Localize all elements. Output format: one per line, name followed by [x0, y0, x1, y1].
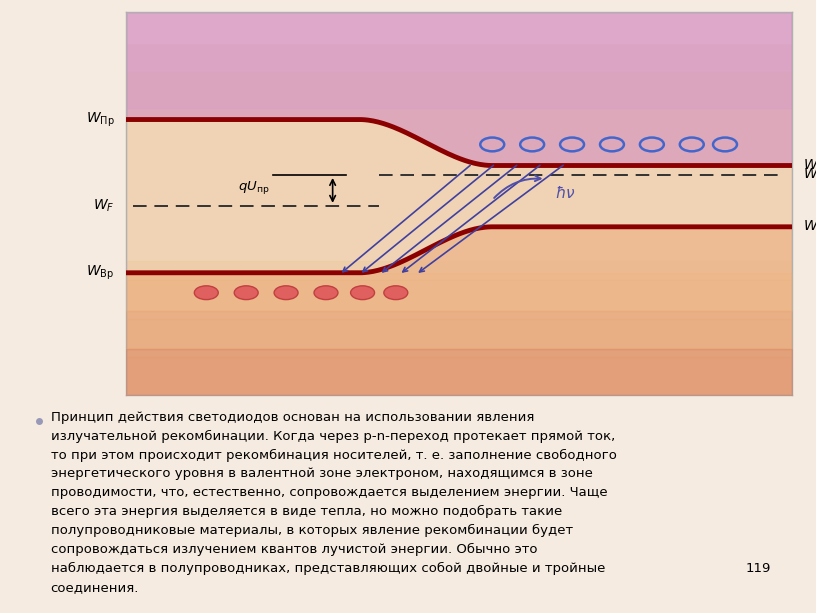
Text: $W_F$: $W_F$: [93, 197, 114, 214]
Text: $W_{\rm Пp}$: $W_{\rm Пp}$: [86, 110, 114, 129]
Text: проводимости, что, естественно, сопровождается выделением энергии. Чаще: проводимости, что, естественно, сопровож…: [51, 486, 607, 500]
Text: энергетического уровня в валентной зоне электроном, находящимся в зоне: энергетического уровня в валентной зоне …: [51, 468, 592, 481]
Circle shape: [384, 286, 408, 300]
Text: соединения.: соединения.: [51, 581, 139, 594]
Circle shape: [194, 286, 218, 300]
Text: Принцип действия светодиодов основан на использовании явления: Принцип действия светодиодов основан на …: [51, 411, 534, 424]
Text: излучательной рекомбинации. Когда через p-n-переход протекает прямой ток,: излучательной рекомбинации. Когда через …: [51, 430, 614, 443]
Text: сопровождаться излучением квантов лучистой энергии. Обычно это: сопровождаться излучением квантов лучист…: [51, 543, 537, 556]
Circle shape: [274, 286, 298, 300]
Text: $W_{\rm Bn}$: $W_{\rm Bn}$: [804, 219, 816, 235]
Text: $qU_{\rm пр}$: $qU_{\rm пр}$: [238, 179, 269, 196]
Text: $W_{\rm Bp}$: $W_{\rm Bp}$: [86, 264, 114, 282]
Text: то при этом происходит рекомбинация носителей, т. е. заполнение свободного: то при этом происходит рекомбинация носи…: [51, 449, 616, 462]
Text: всего эта энергия выделяется в виде тепла, но можно подобрать такие: всего эта энергия выделяется в виде тепл…: [51, 505, 562, 519]
Text: $W_F$: $W_F$: [804, 167, 816, 183]
Text: полупроводниковые материалы, в которых явление рекомбинации будет: полупроводниковые материалы, в которых я…: [51, 524, 573, 537]
Text: $\hbar\nu$: $\hbar\nu$: [556, 185, 576, 200]
Circle shape: [351, 286, 375, 300]
Circle shape: [314, 286, 338, 300]
Text: наблюдается в полупроводниках, представляющих собой двойные и тройные: наблюдается в полупроводниках, представл…: [51, 562, 605, 575]
Circle shape: [234, 286, 258, 300]
Text: $W_{\rm Пn}$: $W_{\rm Пn}$: [804, 158, 816, 173]
Text: 119: 119: [746, 562, 771, 575]
